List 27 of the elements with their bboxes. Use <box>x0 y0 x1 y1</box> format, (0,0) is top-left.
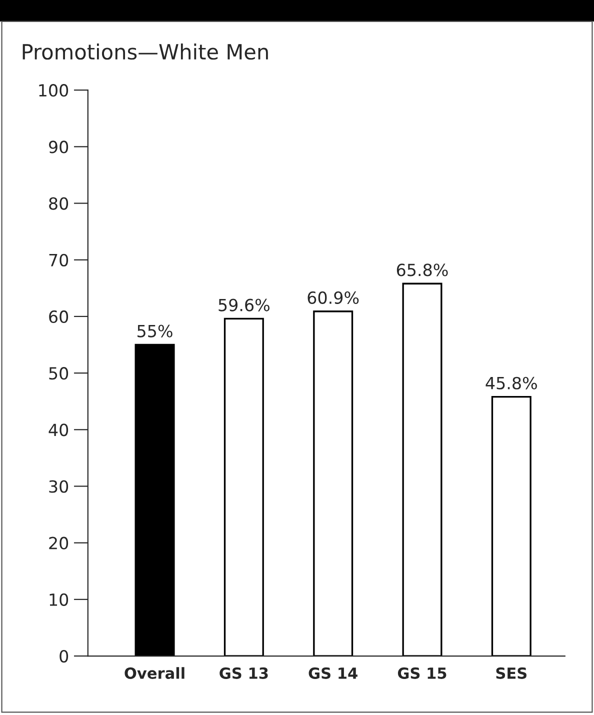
x-tick-label: GS 15 <box>398 667 446 679</box>
y-tick-label: 40 <box>48 424 68 436</box>
bar <box>313 310 354 656</box>
y-tick-label: 100 <box>39 84 68 97</box>
data-label: 45.8% <box>486 376 537 390</box>
y-tick-label: 0 <box>60 650 68 663</box>
x-tick-label: GS 14 <box>308 667 358 679</box>
data-label: 55% <box>138 324 172 338</box>
x-tick-label: Overall <box>124 667 184 679</box>
bar <box>402 282 442 656</box>
y-tick-label: 70 <box>49 254 68 266</box>
y-tick-label: 90 <box>49 140 68 154</box>
chart-title: Promotions—White Men <box>22 44 268 60</box>
y-tick-label: 80 <box>49 197 68 210</box>
bar <box>134 344 175 656</box>
y-tick-label: 50 <box>49 367 68 380</box>
data-label: 59.6% <box>218 298 270 312</box>
x-tick-label: GS 13 <box>220 667 268 679</box>
data-label: 60.9% <box>308 291 359 304</box>
y-tick-label: 60 <box>49 310 68 324</box>
y-tick-label: 30 <box>49 480 68 493</box>
y-tick-label: 10 <box>50 593 68 606</box>
x-tick-label: SES <box>496 667 527 679</box>
bar <box>224 318 264 656</box>
y-tick-label: 20 <box>49 536 68 550</box>
data-label: 65.8% <box>396 264 448 276</box>
bar <box>491 396 532 656</box>
